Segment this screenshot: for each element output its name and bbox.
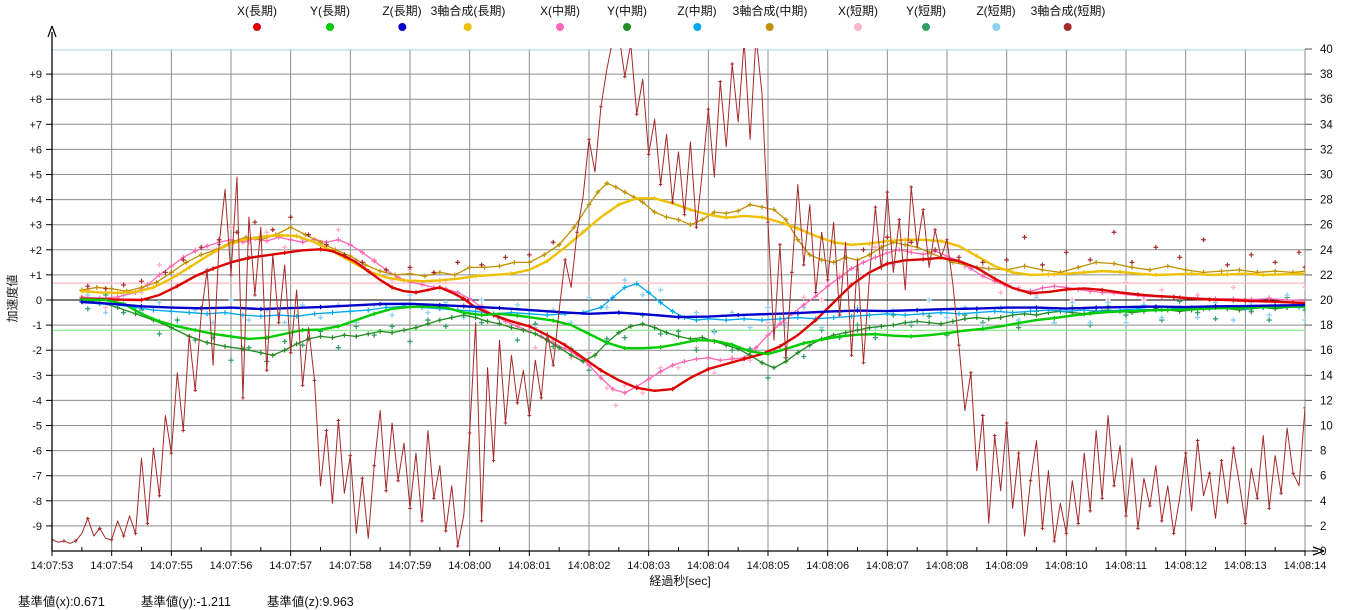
y-right-tick-label: 12 xyxy=(1320,395,1333,407)
y-right-tick-label: 6 xyxy=(1320,471,1326,483)
x-tick-label: 14:07:59 xyxy=(389,560,432,572)
y-right-tick-label: 14 xyxy=(1320,370,1333,382)
x-tick-label: 14:07:53 xyxy=(31,560,74,572)
series-3 xyxy=(79,196,1305,296)
y-left-tick-label: +5 xyxy=(29,170,42,182)
series-4 xyxy=(79,234,1305,396)
y-left-tick-label: +2 xyxy=(29,245,42,257)
baseline-x-value: 基準値(x):0.671 xyxy=(18,595,105,609)
y-right-tick-label: 28 xyxy=(1320,195,1333,207)
x-tick-label: 14:08:10 xyxy=(1045,560,1088,572)
y-left-tick-label: -8 xyxy=(32,496,42,508)
y-left-tick-label: -4 xyxy=(32,395,42,407)
x-axis-title: 経過秒[sec] xyxy=(649,574,711,588)
y-right-tick-label: 36 xyxy=(1320,94,1333,106)
x-tick-label: 14:08:12 xyxy=(1164,560,1207,572)
y-right-tick-label: 22 xyxy=(1320,270,1333,282)
y-left-tick-label: +3 xyxy=(29,220,42,232)
x-tick-label: 14:08:07 xyxy=(866,560,909,572)
y-left-tick-label: +8 xyxy=(29,94,42,106)
y-right-tick-label: 0 xyxy=(1320,546,1326,558)
x-tick-label: 14:08:13 xyxy=(1224,560,1267,572)
x-tick-label: 14:07:57 xyxy=(269,560,312,572)
x-tick-label: 14:08:09 xyxy=(985,560,1028,572)
x-tick-label: 14:07:54 xyxy=(90,560,133,572)
y-left-tick-label: +1 xyxy=(29,270,42,282)
baseline-footer: 基準値(x):0.671 基準値(y):-1.211 基準値(z):9.963 xyxy=(18,591,354,610)
y-left-tick-label: +7 xyxy=(29,119,42,131)
x-tick-label: 14:08:05 xyxy=(747,560,790,572)
x-tick-label: 14:08:08 xyxy=(926,560,969,572)
y-left-tick-label: +9 xyxy=(29,69,42,81)
y-left-tick-label: -5 xyxy=(32,421,42,433)
y-right-tick-label: 10 xyxy=(1320,421,1333,433)
y-left-tick-label: -3 xyxy=(32,370,42,382)
series-2 xyxy=(79,299,1305,320)
y-right-tick-label: 4 xyxy=(1320,496,1327,508)
y-right-tick-label: 16 xyxy=(1320,345,1333,357)
y-left-tick-label: -7 xyxy=(32,471,42,483)
x-tick-label: 14:08:00 xyxy=(448,560,491,572)
y-axis-title: 加速度値 xyxy=(5,274,20,323)
y-left-tick-label: +4 xyxy=(29,195,42,207)
baseline-y-value: 基準値(y):-1.211 xyxy=(140,595,231,609)
y-left-tick-label: -9 xyxy=(32,521,42,533)
y-right-tick-label: 8 xyxy=(1320,446,1326,458)
x-tick-label: 14:07:56 xyxy=(210,560,253,572)
y-right-tick-label: 2 xyxy=(1320,521,1326,533)
x-tick-label: 14:08:14 xyxy=(1284,560,1327,572)
y-right-tick-label: 30 xyxy=(1320,170,1333,182)
x-tick-label: 14:08:11 xyxy=(1105,560,1147,572)
y-right-tick-label: 38 xyxy=(1320,69,1333,81)
axes: -9-8-7-6-5-4-3-2-10+1+2+3+4+5+6+7+8+9024… xyxy=(29,25,1333,572)
x-tick-label: 14:07:58 xyxy=(329,560,372,572)
baseline-z-value: 基準値(z):9.963 xyxy=(266,595,354,609)
x-tick-label: 14:07:55 xyxy=(150,560,193,572)
y-right-tick-label: 24 xyxy=(1320,245,1333,257)
x-tick-label: 14:08:01 xyxy=(508,560,551,572)
x-tick-label: 14:08:03 xyxy=(627,560,670,572)
x-tick-label: 14:08:04 xyxy=(687,560,730,572)
y-right-tick-label: 26 xyxy=(1320,220,1333,232)
y-left-tick-label: +6 xyxy=(29,144,42,156)
y-left-tick-label: 0 xyxy=(36,295,42,307)
series-10 xyxy=(85,277,1305,336)
y-right-tick-label: 34 xyxy=(1320,119,1333,131)
x-tick-label: 14:08:02 xyxy=(568,560,611,572)
series-11 xyxy=(52,48,1305,548)
x-tick-label: 14:08:06 xyxy=(806,560,849,572)
y-right-tick-label: 32 xyxy=(1320,144,1333,156)
y-left-tick-label: -1 xyxy=(32,320,42,332)
y-right-tick-label: 18 xyxy=(1320,320,1333,332)
y-left-tick-label: -6 xyxy=(32,446,42,458)
y-left-tick-label: -2 xyxy=(32,345,42,357)
y-right-tick-label: 40 xyxy=(1320,44,1333,56)
y-right-tick-label: 20 xyxy=(1320,295,1333,307)
